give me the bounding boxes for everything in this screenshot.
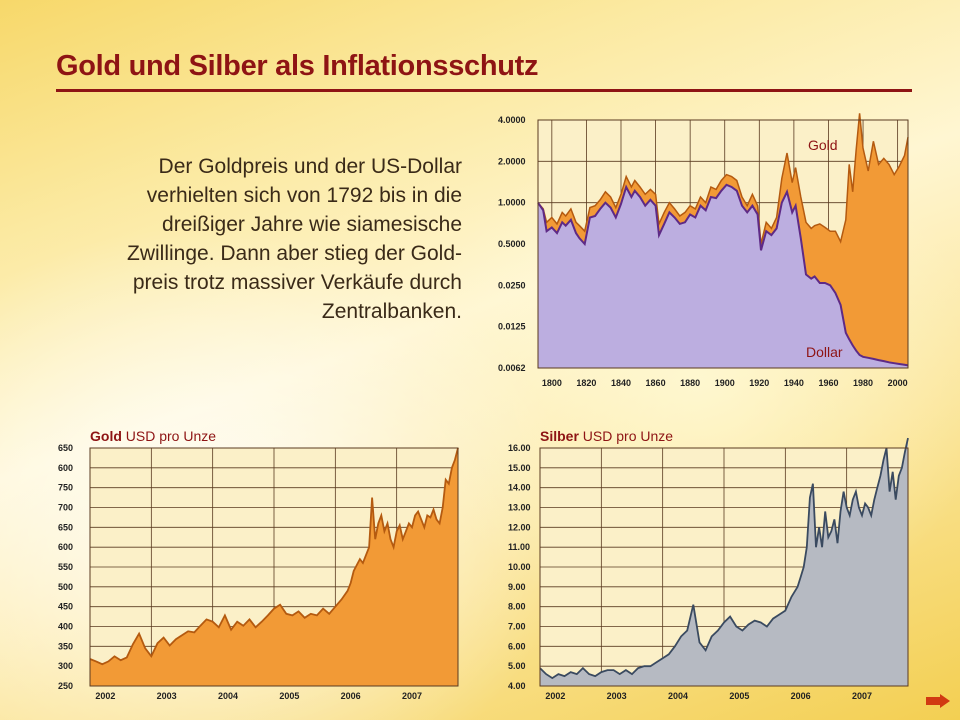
chart-title-bold: Gold	[90, 428, 122, 444]
y-tick-label: 550	[58, 562, 73, 572]
y-tick-label: 2.0000	[498, 156, 526, 166]
x-tick-label: 1920	[749, 378, 769, 388]
y-tick-label: 300	[58, 661, 73, 671]
x-tick-label: 2007	[402, 691, 422, 701]
x-tick-label: 2004	[218, 691, 238, 701]
x-tick-label: 1800	[542, 378, 562, 388]
y-tick-label: 700	[58, 503, 73, 513]
plot-frame	[539, 447, 909, 687]
legend-dollar-label: Dollar	[806, 344, 843, 360]
y-tick-label: 0.0125	[498, 322, 526, 332]
y-tick-label: 750	[58, 483, 73, 493]
x-tick-label: 1820	[576, 378, 596, 388]
y-tick-label: 450	[58, 602, 73, 612]
y-tick-label: 0.0062	[498, 363, 526, 373]
intro-line: verhielten sich von 1792 bis in die	[146, 184, 462, 207]
x-tick-label: 2005	[729, 691, 749, 701]
gold-line	[89, 447, 459, 666]
y-tick-label: 650	[58, 522, 73, 532]
x-tick-label: 2006	[791, 691, 811, 701]
x-tick-label: 1980	[853, 378, 873, 388]
plot-frame	[89, 447, 459, 687]
dollar-line	[537, 183, 909, 367]
intro-line: preis trotz massiver Verkäufe durch	[132, 271, 462, 294]
intro-line: dreißiger Jahre wie siamesische	[162, 213, 462, 236]
y-tick-label: 13.00	[508, 503, 531, 513]
legend-gold-label: Gold	[808, 137, 838, 153]
plot-frame	[537, 119, 909, 369]
y-tick-label: 15.00	[508, 463, 531, 473]
y-tick-label: 7.00	[508, 622, 526, 632]
silver-area	[540, 438, 908, 686]
title-divider	[56, 89, 912, 92]
y-tick-label: 14.00	[508, 483, 531, 493]
x-tick-label: 2002	[545, 691, 565, 701]
gold-area	[90, 448, 458, 686]
page-title: Gold und Silber als Inflationsschutz	[56, 50, 539, 82]
y-tick-label: 12.00	[508, 522, 531, 532]
intro-line: Zwillinge. Dann aber stieg der Gold-	[127, 242, 462, 265]
x-tick-label: 1860	[646, 378, 666, 388]
y-tick-label: 600	[58, 463, 73, 473]
y-tick-label: 9.00	[508, 582, 526, 592]
y-tick-label: 250	[58, 681, 73, 691]
y-tick-label: 0.5000	[498, 239, 526, 249]
silver-price-chart: 16.00 15.00 14.00 13.00 12.00 11.00 10.00 9.00 8…	[508, 428, 909, 701]
x-tick-label: 1880	[680, 378, 700, 388]
x-tick-label: 1940	[784, 378, 804, 388]
y-tick-label: 0.0250	[498, 280, 526, 290]
y-tick-label: 400	[58, 622, 73, 632]
x-tick-label: 1960	[818, 378, 838, 388]
chart-title-bold: Silber	[540, 428, 579, 444]
y-tick-label: 600	[58, 542, 73, 552]
y-tick-label: 5.00	[508, 661, 526, 671]
gold-dollar-chart: 4.0000 2.0000 1.0000 0.5000 0.0250 0.0125 0.00…	[498, 113, 909, 388]
x-tick-label: 1840	[611, 378, 631, 388]
y-tick-label: 8.00	[508, 602, 526, 612]
silver-line	[539, 437, 909, 680]
intro-text: Der Goldpreis und der US-Dollar verhielt…	[60, 152, 462, 326]
x-tick-label: 2006	[341, 691, 361, 701]
gold-line	[537, 113, 909, 245]
x-tick-label: 2003	[607, 691, 627, 701]
y-tick-label: 1.0000	[498, 198, 526, 208]
y-tick-label: 11.00	[508, 542, 530, 552]
y-tick-label: 500	[58, 582, 73, 592]
x-tick-label: 1900	[715, 378, 735, 388]
y-tick-label: 4.00	[508, 681, 526, 691]
next-slide-button[interactable]	[926, 694, 950, 708]
y-tick-label: 650	[58, 443, 73, 453]
x-tick-label: 2007	[852, 691, 872, 701]
chart-title-rest: USD pro Unze	[579, 428, 673, 444]
y-tick-label: 4.0000	[498, 115, 526, 125]
x-tick-label: 2000	[888, 378, 908, 388]
y-tick-label: 350	[58, 641, 73, 651]
intro-line: Zentralbanken.	[321, 300, 462, 323]
x-tick-label: 2002	[95, 691, 115, 701]
chart-title-rest: USD pro Unze	[122, 428, 216, 444]
x-tick-label: 2005	[279, 691, 299, 701]
chart-title: Gold USD pro Unze	[90, 428, 216, 444]
chart-title: Silber USD pro Unze	[540, 428, 673, 444]
x-tick-label: 2003	[157, 691, 177, 701]
y-tick-label: 10.00	[508, 562, 531, 572]
intro-line: Der Goldpreis und der US-Dollar	[158, 155, 462, 178]
y-tick-label: 16.00	[508, 443, 531, 453]
dollar-area	[538, 184, 908, 368]
y-tick-label: 6.00	[508, 641, 526, 651]
arrow-right-icon	[926, 694, 950, 708]
x-tick-label: 2004	[668, 691, 688, 701]
gold-price-chart: 650 600 750 700 650 600 550 500 450 400 350 300 250 2…	[58, 428, 459, 701]
